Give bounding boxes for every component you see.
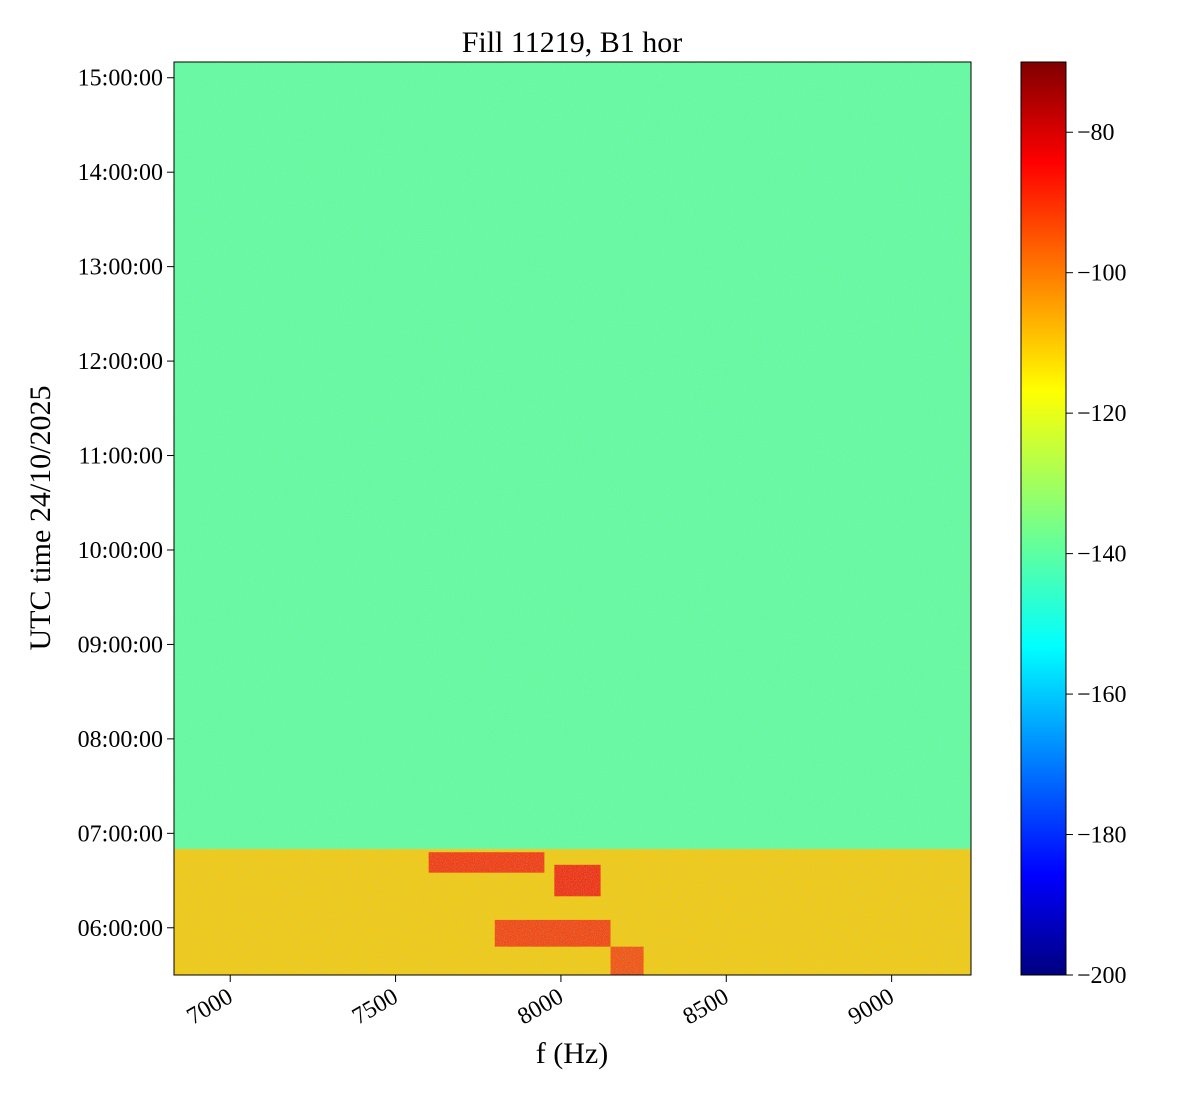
x-tick-label: 8500: [679, 984, 734, 1031]
plot-area: [174, 62, 971, 975]
x-tick-label: 7500: [348, 984, 403, 1031]
x-axis: 7000 7500 8000 8500 9000: [183, 975, 899, 1030]
y-tick-label: 13:00:00: [78, 255, 163, 281]
y-tick-label: 14:00:00: [78, 160, 163, 186]
y-tick-label: 06:00:00: [78, 916, 163, 942]
colorbar-tick-label: −80: [1077, 120, 1115, 146]
colorbar-ticks: −80 −100 −120 −140 −160 −180 −200: [1066, 120, 1127, 989]
chart-title: Fill 11219, B1 hor: [462, 26, 683, 59]
noise-texture: [174, 62, 971, 975]
x-axis-label: f (Hz): [536, 1037, 608, 1070]
colorbar: −80 −100 −120 −140 −160 −180 −200: [1020, 61, 1127, 989]
x-tick-label: 7000: [183, 984, 238, 1031]
colorbar-tick-label: −140: [1077, 542, 1127, 568]
colorbar-tick-label: −120: [1077, 401, 1127, 427]
colorbar-tick-label: −100: [1077, 261, 1127, 287]
y-tick-label: 15:00:00: [78, 66, 163, 92]
y-tick-label: 11:00:00: [79, 444, 163, 470]
colorbar-tick-label: −200: [1077, 963, 1127, 989]
plot-frame: [173, 61, 972, 976]
y-axis: 06:00:00 07:00:00 08:00:00 09:00:00 10:00:00…: [78, 66, 174, 942]
y-tick-label: 09:00:00: [78, 632, 163, 658]
x-tick-label: 9000: [844, 984, 899, 1031]
y-axis-label: UTC time 24/10/2025: [24, 386, 57, 651]
y-tick-label: 07:00:00: [78, 821, 163, 847]
y-tick-label: 10:00:00: [78, 538, 163, 564]
colorbar-tick-label: −180: [1077, 823, 1127, 849]
colorbar-gradient: [1020, 61, 1067, 976]
colorbar-tick-label: −160: [1077, 682, 1127, 708]
y-tick-label: 12:00:00: [78, 349, 163, 375]
y-tick-label: 08:00:00: [78, 727, 163, 753]
x-tick-label: 8000: [513, 984, 568, 1031]
